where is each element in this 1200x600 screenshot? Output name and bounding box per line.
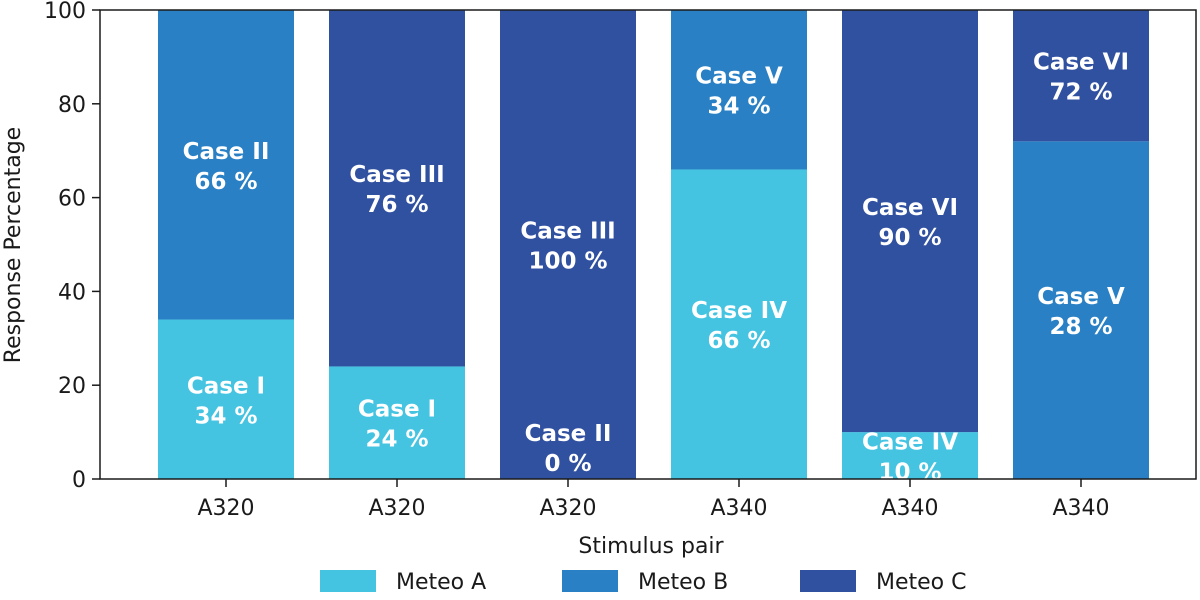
y-tick-label-60: 60 xyxy=(58,187,86,212)
x-tick-label-1: A320 xyxy=(197,496,254,521)
annotation-bar1-meteo-a-percent: 34 % xyxy=(194,403,257,429)
y-axis-title: Response Percentage xyxy=(1,127,26,363)
annotation-bar3-meteo-a-case: Case II xyxy=(525,421,612,447)
bar-segment-meteo-a-5 xyxy=(842,432,978,479)
legend-label-meteo-a: Meteo A xyxy=(396,570,486,595)
legend-swatch-meteo-b xyxy=(562,570,618,592)
annotation-bar5-meteo-c-percent: 90 % xyxy=(878,225,941,251)
x-axis: A320 A320 A320 A340 A340 A340 xyxy=(197,479,1110,521)
annotation-bar1-meteo-b-percent: 66 % xyxy=(194,169,257,195)
y-tick-label-100: 100 xyxy=(44,0,86,24)
annotation-bar3-meteo-c-case: Case III xyxy=(520,219,615,245)
bar-segment-meteo-c-6 xyxy=(1013,10,1149,142)
annotation-bar2-meteo-c-percent: 76 % xyxy=(365,192,428,218)
bar-segment-meteo-c-5 xyxy=(842,10,978,433)
legend-label-meteo-c: Meteo C xyxy=(876,570,967,595)
x-tick-label-2: A320 xyxy=(368,496,425,521)
y-tick-label-40: 40 xyxy=(58,280,86,305)
annotation-bar2-meteo-a-percent: 24 % xyxy=(365,427,428,453)
x-tick-label-6: A340 xyxy=(1052,496,1109,521)
y-tick-label-0: 0 xyxy=(72,468,86,493)
x-axis-title: Stimulus pair xyxy=(578,534,724,559)
bar-segment-meteo-a-1 xyxy=(158,319,294,479)
bar-segment-meteo-c-3 xyxy=(500,10,636,479)
annotation-bar5-meteo-c-case: Case VI xyxy=(862,195,958,221)
bar-segment-meteo-a-4 xyxy=(671,169,807,479)
x-tick-label-5: A340 xyxy=(881,496,938,521)
y-tick-label-80: 80 xyxy=(58,93,86,118)
annotation-bar4-meteo-a-percent: 66 % xyxy=(707,328,770,354)
y-axis: 0 20 40 60 80 100 xyxy=(44,0,100,493)
x-tick-label-4: A340 xyxy=(710,496,767,521)
x-tick-label-3: A320 xyxy=(539,496,596,521)
bars-group xyxy=(158,10,1149,479)
annotation-bar1-meteo-a-case: Case I xyxy=(187,373,265,399)
legend-swatch-meteo-a xyxy=(320,570,376,592)
annotation-bar4-meteo-a-case: Case IV xyxy=(691,298,787,324)
annotation-bar2-meteo-a-case: Case I xyxy=(358,397,436,423)
y-tick-label-20: 20 xyxy=(58,374,86,399)
bar-segment-meteo-b-1 xyxy=(158,10,294,320)
bar-segment-meteo-b-4 xyxy=(671,10,807,170)
annotation-bar4-meteo-b-percent: 34 % xyxy=(707,94,770,120)
bar-segment-meteo-b-6 xyxy=(1013,141,1149,479)
annotation-bar2-meteo-c-case: Case III xyxy=(349,162,444,188)
annotation-bar6-meteo-b-case: Case V xyxy=(1037,284,1125,310)
annotation-bar5-meteo-a-case: Case IV xyxy=(862,430,958,456)
annotation-bar6-meteo-c-case: Case VI xyxy=(1033,50,1129,76)
legend-label-meteo-b: Meteo B xyxy=(638,570,728,595)
annotation-bar4-meteo-b-case: Case V xyxy=(695,64,783,90)
legend: Meteo A Meteo B Meteo C xyxy=(320,570,967,595)
bar-segment-meteo-c-2 xyxy=(329,10,465,367)
annotation-bar3-meteo-c-percent: 100 % xyxy=(528,249,607,275)
annotation-bar6-meteo-b-percent: 28 % xyxy=(1049,314,1112,340)
segment-labels-group: Case I 34 % Case II 66 % Case I 24 % Case III 7… xyxy=(183,50,1129,486)
annotation-bar3-meteo-a-percent: 0 % xyxy=(544,451,591,477)
annotation-bar1-meteo-b-case: Case II xyxy=(183,139,270,165)
plot-frame xyxy=(99,9,1197,480)
bar-segment-meteo-a-2 xyxy=(329,366,465,479)
annotation-bar6-meteo-c-percent: 72 % xyxy=(1049,80,1112,106)
legend-swatch-meteo-c xyxy=(800,570,856,592)
